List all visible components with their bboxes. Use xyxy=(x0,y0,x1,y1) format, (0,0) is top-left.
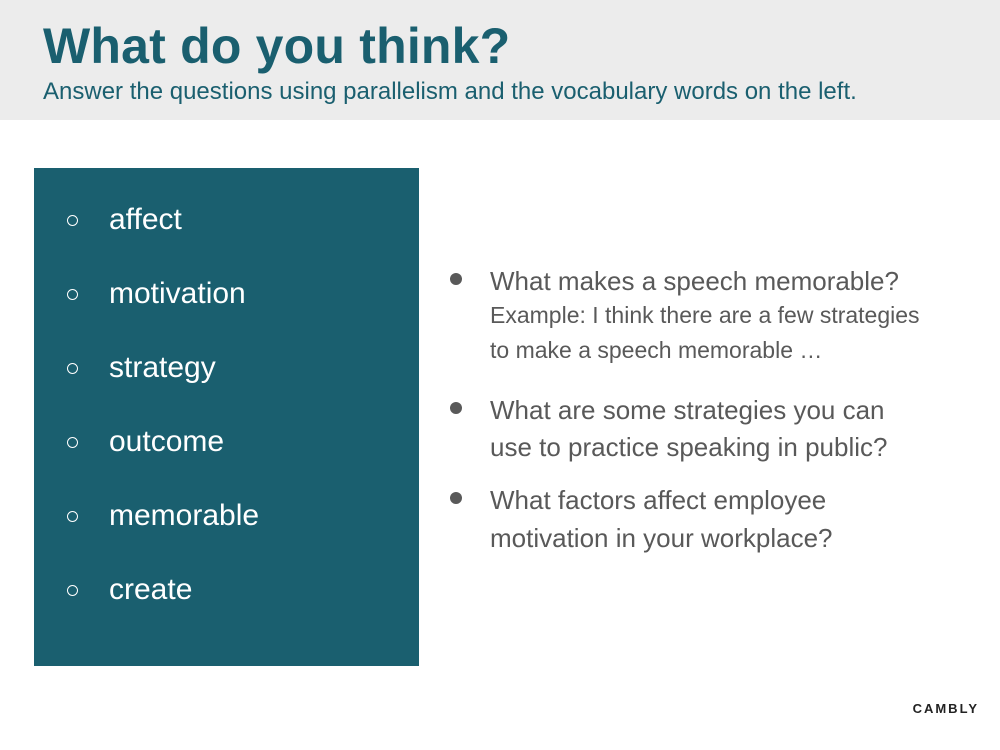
header-band: What do you think? Answer the questions … xyxy=(0,0,1000,120)
filled-circle-bullet-icon xyxy=(450,492,462,504)
question-item: What are some strategies you can use to … xyxy=(450,391,980,467)
vocabulary-word: outcome xyxy=(109,425,225,458)
example-line: Example: I think there are a few strateg… xyxy=(490,302,920,328)
hollow-circle-bullet-icon xyxy=(67,289,78,300)
page-subtitle: Answer the questions using parallelism a… xyxy=(43,78,857,105)
vocabulary-panel: affect motivation strategy outcome memor… xyxy=(34,168,419,666)
vocabulary-item: memorable xyxy=(34,498,419,538)
hollow-circle-bullet-icon xyxy=(67,585,78,596)
question-text: What are some strategies you can xyxy=(490,395,885,425)
vocabulary-item: outcome xyxy=(34,424,419,464)
hollow-circle-bullet-icon xyxy=(67,437,78,448)
example-line: to make a speech memorable … xyxy=(490,337,823,363)
vocabulary-item: strategy xyxy=(34,350,419,390)
question-text: motivation in your workplace? xyxy=(490,523,833,553)
vocabulary-item: create xyxy=(34,572,419,612)
question-item: What makes a speech memorable? Example: … xyxy=(450,262,980,370)
filled-circle-bullet-icon xyxy=(450,402,462,414)
vocabulary-item: affect xyxy=(34,202,419,242)
vocabulary-word: affect xyxy=(109,203,182,236)
vocabulary-word: create xyxy=(109,573,193,606)
filled-circle-bullet-icon xyxy=(450,273,462,285)
question-item: What factors affect employee motivation … xyxy=(450,481,980,557)
vocabulary-word: memorable xyxy=(109,499,260,532)
hollow-circle-bullet-icon xyxy=(67,215,78,226)
vocabulary-item: motivation xyxy=(34,276,419,316)
question-text: What makes a speech memorable? xyxy=(490,266,899,296)
question-text: What factors affect employee xyxy=(490,485,827,515)
vocabulary-word: strategy xyxy=(109,351,216,384)
question-text: use to practice speaking in public? xyxy=(490,432,888,462)
brand-logo: CAMBLY xyxy=(912,701,979,716)
hollow-circle-bullet-icon xyxy=(67,363,78,374)
hollow-circle-bullet-icon xyxy=(67,511,78,522)
vocabulary-word: motivation xyxy=(109,277,246,310)
page-title: What do you think? xyxy=(43,18,511,74)
